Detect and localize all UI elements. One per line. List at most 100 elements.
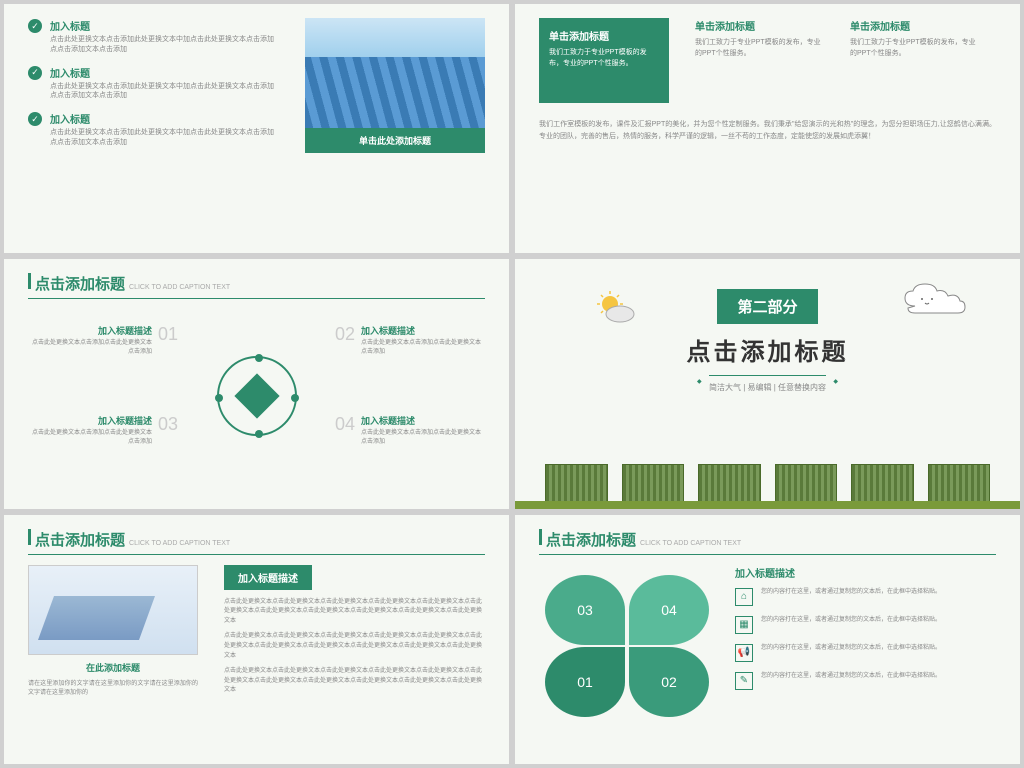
content-block: 加入标题描述 点击此处更换文本点击此处更换文本点击此处更换文本点击此处更换文本点… bbox=[224, 565, 485, 702]
slide-subtitle: CLICK TO ADD CAPTION TEXT bbox=[129, 284, 230, 291]
slide-title: 点击添加标题 bbox=[35, 529, 125, 550]
megaphone-icon: 📢 bbox=[735, 644, 753, 662]
slide-subtitle: CLICK TO ADD CAPTION TEXT bbox=[640, 540, 741, 547]
petal-diagram: 03 04 01 02 bbox=[545, 575, 715, 725]
petal: 01 bbox=[545, 647, 625, 717]
slide-2: 单击添加标题 我们工致力于专业PPT模板的发布，专业的PPT个性服务。 单击添加… bbox=[515, 4, 1020, 253]
diagram-caption: 在此添加标题 bbox=[28, 655, 198, 680]
slide-6: 点击添加标题 CLICK TO ADD CAPTION TEXT 03 04 0… bbox=[515, 515, 1020, 764]
block-text: 点击此处更换文本点击此处更换文本点击此处更换文本点击此处更换文本点击此处更换文本… bbox=[224, 598, 485, 627]
petal: 04 bbox=[629, 575, 709, 645]
dot-icon bbox=[255, 430, 263, 438]
list-item: ▦ 您的内容打在这里，或者通过复制您的文本后，在此框中选择粘贴。 bbox=[735, 616, 996, 634]
item-desc: 点击此处更换文本点击添加点击此处更换文本点击添加 bbox=[361, 339, 485, 356]
slide-3: 点击添加标题 CLICK TO ADD CAPTION TEXT 01 加入标题描… bbox=[4, 259, 509, 508]
highlight-box: 单击添加标题 我们工致力于专业PPT模板的发布，专业的PPT个性服务。 bbox=[539, 18, 669, 103]
pencil-icon: ✎ bbox=[735, 672, 753, 690]
item-text: 您的内容打在这里，或者通过复制您的文本后，在此框中选择粘贴。 bbox=[761, 588, 996, 597]
col-title: 单击添加标题 bbox=[850, 18, 980, 33]
list-item: ✎ 您的内容打在这里，或者通过复制您的文本后，在此框中选择粘贴。 bbox=[735, 672, 996, 690]
text-column: 单击添加标题 我们工致力于专业PPT模板的发布，专业的PPT个性服务。 bbox=[850, 18, 980, 59]
petal: 02 bbox=[629, 647, 709, 717]
title-bar-icon bbox=[28, 529, 31, 545]
diagram-item: 04 加入标题描述点击此处更换文本点击添加点击此处更换文本点击添加 bbox=[335, 414, 485, 446]
slide-title: 点击添加标题 bbox=[35, 273, 125, 294]
diagram-item: 01 加入标题描述点击此处更换文本点击添加点击此处更换文本点击添加 bbox=[28, 324, 178, 356]
slide-5: 点击添加标题 CLICK TO ADD CAPTION TEXT 在此添加标题 … bbox=[4, 515, 509, 764]
list-item: ✓ 加入标题点击此处更换文本点击添加此处更换文本中加点击此处更换文本点击添加点点… bbox=[28, 111, 278, 148]
compass-diagram bbox=[217, 356, 297, 436]
diagram-block: 在此添加标题 请在这里添加你的文字请在这里添加你的文字请在这里添加你的文字请在这… bbox=[28, 565, 198, 698]
item-text: 您的内容打在这里，或者通过复制您的文本后，在此框中选择粘贴。 bbox=[761, 644, 996, 653]
item-title: 加入标题 bbox=[50, 65, 278, 80]
col-desc: 我们工致力于专业PPT模板的发布，专业的PPT个性服务。 bbox=[850, 38, 980, 59]
section-badge: 第二部分 bbox=[717, 289, 817, 324]
item-desc: 点击此处更换文本点击添加点击此处更换文本点击添加 bbox=[361, 429, 485, 446]
check-icon: ✓ bbox=[28, 66, 42, 80]
list-item: 📢 您的内容打在这里，或者通过复制您的文本后，在此框中选择粘贴。 bbox=[735, 644, 996, 662]
slide-4-section-divider: 第二部分 点击添加标题 简洁大气 | 易编辑 | 任意替换内容 bbox=[515, 259, 1020, 508]
solar-panels-illustration bbox=[515, 449, 1020, 509]
item-number: 01 bbox=[158, 324, 178, 345]
item-number: 04 bbox=[335, 414, 355, 435]
item-text: 您的内容打在这里，或者通过复制您的文本后，在此框中选择粘贴。 bbox=[761, 672, 996, 681]
item-title: 加入标题描述 bbox=[28, 414, 152, 427]
diamond-icon bbox=[234, 374, 279, 419]
item-desc: 点击此处更换文本点击添加此处更换文本中加点击此处更换文本点击添加点点击添加文本点… bbox=[50, 128, 278, 148]
dot-icon bbox=[215, 394, 223, 402]
item-title: 加入标题 bbox=[50, 18, 278, 33]
dot-icon bbox=[291, 394, 299, 402]
section-title: 点击添加标题 bbox=[539, 332, 996, 367]
col-title: 单击添加标题 bbox=[695, 18, 825, 33]
home-icon: ⌂ bbox=[735, 588, 753, 606]
slide-header: 点击添加标题 CLICK TO ADD CAPTION TEXT bbox=[28, 529, 485, 555]
grid-icon: ▦ bbox=[735, 616, 753, 634]
list-item: ✓ 加入标题点击此处更换文本点击添加此处更换文本中加点击此处更换文本点击添加点点… bbox=[28, 65, 278, 102]
diagram-item: 02 加入标题描述点击此处更换文本点击添加点击此处更换文本点击添加 bbox=[335, 324, 485, 356]
item-desc: 点击此处更换文本点击添加此处更换文本中加点击此处更换文本点击添加点点击添加文本点… bbox=[50, 35, 278, 55]
section-subtitle: 简洁大气 | 易编辑 | 任意替换内容 bbox=[709, 375, 826, 393]
list-item: ⌂ 您的内容打在这里，或者通过复制您的文本后，在此框中选择粘贴。 bbox=[735, 588, 996, 606]
item-number: 02 bbox=[335, 324, 355, 345]
block-title: 加入标题描述 bbox=[224, 565, 312, 590]
diagram-item: 03 加入标题描述点击此处更换文本点击添加点击此处更换文本点击添加 bbox=[28, 414, 178, 446]
item-title: 加入标题描述 bbox=[28, 324, 152, 337]
check-icon: ✓ bbox=[28, 112, 42, 126]
col-desc: 我们工致力于专业PPT模板的发布，专业的PPT个性服务。 bbox=[695, 38, 825, 59]
item-number: 03 bbox=[158, 414, 178, 435]
slide-1: ✓ 加入标题点击此处更换文本点击添加此处更换文本中加点击此处更换文本点击添加点点… bbox=[4, 4, 509, 253]
title-bar-icon bbox=[539, 529, 542, 545]
diagram-desc: 请在这里添加你的文字请在这里添加你的文字请在这里添加你的文字请在这里添加你的 bbox=[28, 680, 198, 698]
list-title: 加入标题描述 bbox=[735, 565, 996, 580]
list-item: ✓ 加入标题点击此处更换文本点击添加此处更换文本中加点击此处更换文本点击添加点点… bbox=[28, 18, 278, 55]
text-column: 单击添加标题 我们工致力于专业PPT模板的发布，专业的PPT个性服务。 bbox=[695, 18, 825, 59]
item-title: 加入标题描述 bbox=[361, 324, 485, 337]
grass-decoration bbox=[515, 501, 1020, 509]
col-title: 单击添加标题 bbox=[549, 28, 659, 43]
solar-panel-photo bbox=[305, 18, 485, 128]
item-desc: 点击此处更换文本点击添加点击此处更换文本点击添加 bbox=[28, 429, 152, 446]
cloud-icon bbox=[900, 281, 970, 321]
slide-header: 点击添加标题 CLICK TO ADD CAPTION TEXT bbox=[539, 529, 996, 555]
sun-cloud-icon bbox=[595, 289, 635, 329]
item-desc: 点击此处更换文本点击添加点击此处更换文本点击添加 bbox=[28, 339, 152, 356]
petal: 03 bbox=[545, 575, 625, 645]
icon-list: 加入标题描述 ⌂ 您的内容打在这里，或者通过复制您的文本后，在此框中选择粘贴。 ▦… bbox=[735, 565, 996, 700]
slide-subtitle: CLICK TO ADD CAPTION TEXT bbox=[129, 540, 230, 547]
item-desc: 点击此处更换文本点击添加此处更换文本中加点击此处更换文本点击添加点点击添加文本点… bbox=[50, 82, 278, 102]
body-paragraph: 我们工作室模板的发布，课件及汇报PPT的美化，并为您个性定制服务。我们秉承"给您… bbox=[539, 119, 996, 143]
slide-image-block: 单击此处添加标题 bbox=[305, 18, 485, 153]
col-desc: 我们工致力于专业PPT模板的发布，专业的PPT个性服务。 bbox=[549, 48, 659, 69]
block-text: 点击此处更换文本点击此处更换文本点击此处更换文本点击此处更换文本点击此处更换文本… bbox=[224, 667, 485, 696]
image-caption: 单击此处添加标题 bbox=[305, 128, 485, 153]
block-text: 点击此处更换文本点击此处更换文本点击此处更换文本点击此处更换文本点击此处更换文本… bbox=[224, 632, 485, 661]
item-text: 您的内容打在这里，或者通过复制您的文本后，在此框中选择粘贴。 bbox=[761, 616, 996, 625]
building-diagram bbox=[28, 565, 198, 655]
title-bar-icon bbox=[28, 273, 31, 289]
slide-header: 点击添加标题 CLICK TO ADD CAPTION TEXT bbox=[28, 273, 485, 299]
slide-title: 点击添加标题 bbox=[546, 529, 636, 550]
check-icon: ✓ bbox=[28, 19, 42, 33]
item-title: 加入标题 bbox=[50, 111, 278, 126]
item-title: 加入标题描述 bbox=[361, 414, 485, 427]
dot-icon bbox=[255, 354, 263, 362]
